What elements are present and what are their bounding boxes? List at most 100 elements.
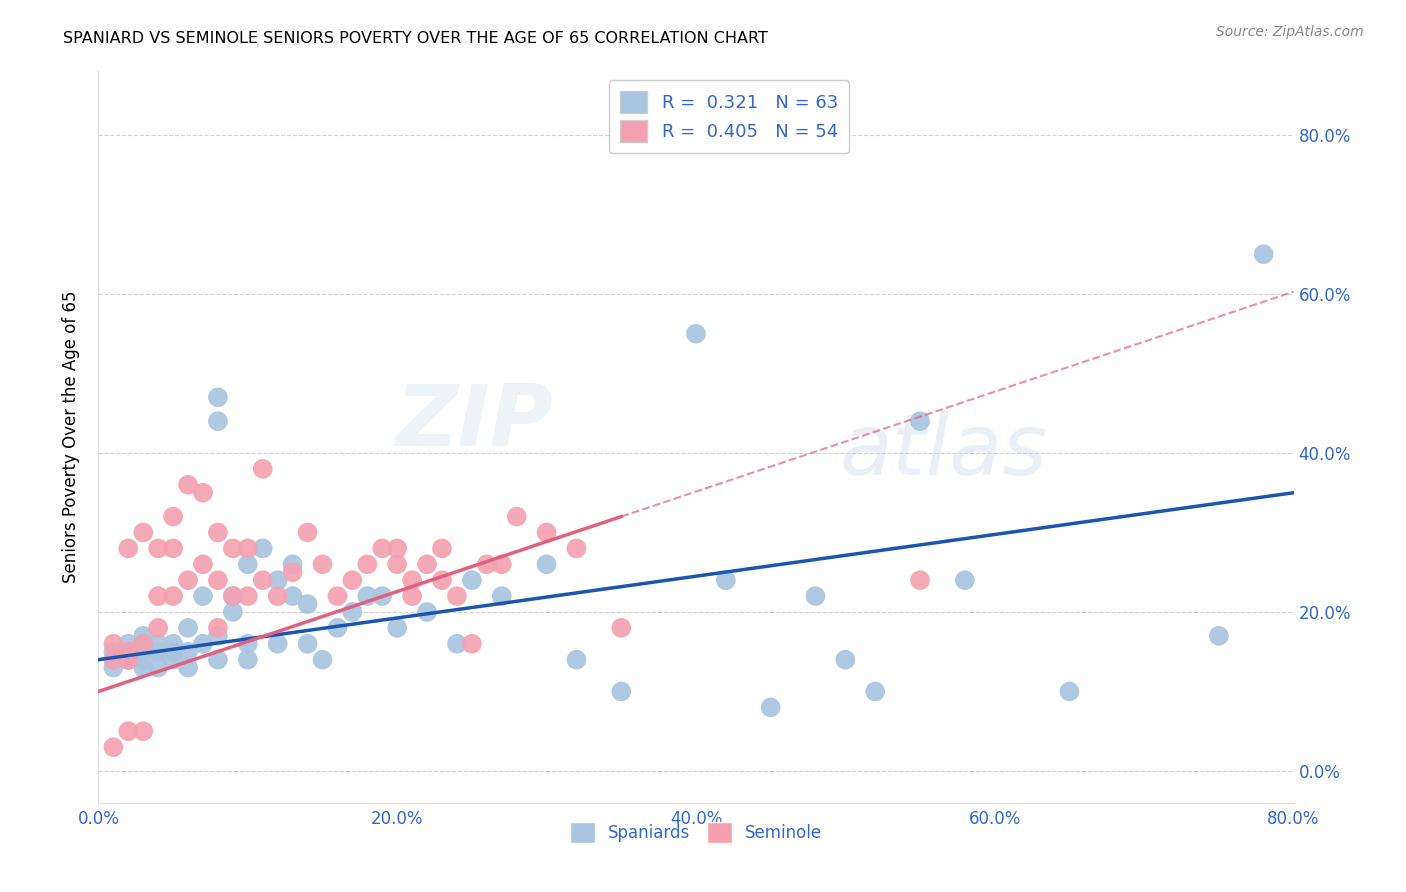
Point: [207, 621, 229, 635]
Point: [117, 645, 139, 659]
Point: [236, 589, 259, 603]
Point: [416, 605, 439, 619]
Point: [446, 637, 468, 651]
Point: [401, 589, 423, 603]
Point: [252, 541, 274, 556]
Point: [117, 653, 139, 667]
Point: [685, 326, 707, 341]
Point: [191, 589, 214, 603]
Point: [371, 541, 394, 556]
Point: [103, 637, 125, 651]
Point: [177, 660, 200, 674]
Point: [385, 621, 409, 635]
Point: [162, 541, 184, 556]
Point: [132, 629, 155, 643]
Point: [148, 637, 170, 651]
Point: [267, 589, 290, 603]
Point: [491, 589, 513, 603]
Point: [311, 558, 333, 572]
Point: [207, 525, 229, 540]
Point: [207, 414, 229, 428]
Point: [117, 724, 139, 739]
Point: [132, 653, 155, 667]
Point: [148, 541, 170, 556]
Point: [222, 541, 245, 556]
Point: [117, 541, 139, 556]
Text: SPANIARD VS SEMINOLE SENIORS POVERTY OVER THE AGE OF 65 CORRELATION CHART: SPANIARD VS SEMINOLE SENIORS POVERTY OVE…: [63, 31, 768, 46]
Point: [834, 653, 856, 667]
Point: [132, 660, 155, 674]
Point: [536, 525, 558, 540]
Point: [281, 566, 304, 580]
Point: [506, 509, 529, 524]
Point: [430, 573, 453, 587]
Point: [132, 525, 155, 540]
Point: [281, 558, 304, 572]
Point: [267, 637, 290, 651]
Point: [103, 740, 125, 755]
Point: [1208, 629, 1230, 643]
Point: [132, 724, 155, 739]
Point: [207, 653, 229, 667]
Point: [416, 558, 439, 572]
Point: [162, 589, 184, 603]
Text: atlas: atlas: [839, 410, 1047, 493]
Point: [103, 660, 125, 674]
Point: [177, 645, 200, 659]
Point: [714, 573, 737, 587]
Point: [356, 589, 378, 603]
Point: [148, 621, 170, 635]
Text: Source: ZipAtlas.com: Source: ZipAtlas.com: [1216, 25, 1364, 39]
Point: [804, 589, 827, 603]
Point: [252, 462, 274, 476]
Point: [446, 589, 468, 603]
Point: [117, 645, 139, 659]
Point: [177, 621, 200, 635]
Legend: Spaniards, Seminole: Spaniards, Seminole: [562, 815, 830, 849]
Point: [1059, 684, 1081, 698]
Point: [207, 573, 229, 587]
Point: [177, 477, 200, 491]
Point: [117, 653, 139, 667]
Point: [565, 541, 588, 556]
Point: [342, 573, 364, 587]
Point: [1253, 247, 1275, 261]
Point: [610, 621, 633, 635]
Point: [162, 645, 184, 659]
Point: [401, 573, 423, 587]
Point: [103, 653, 125, 667]
Point: [326, 621, 349, 635]
Point: [117, 653, 139, 667]
Point: [865, 684, 887, 698]
Point: [148, 645, 170, 659]
Point: [191, 637, 214, 651]
Point: [281, 589, 304, 603]
Point: [371, 589, 394, 603]
Point: [297, 525, 319, 540]
Point: [222, 605, 245, 619]
Point: [475, 558, 498, 572]
Point: [342, 605, 364, 619]
Point: [236, 637, 259, 651]
Point: [207, 390, 229, 404]
Point: [117, 653, 139, 667]
Point: [267, 573, 290, 587]
Point: [908, 573, 931, 587]
Point: [148, 660, 170, 674]
Point: [311, 653, 333, 667]
Point: [252, 573, 274, 587]
Point: [908, 414, 931, 428]
Point: [132, 637, 155, 651]
Text: ZIP: ZIP: [395, 381, 553, 464]
Point: [207, 629, 229, 643]
Point: [297, 637, 319, 651]
Point: [236, 653, 259, 667]
Point: [222, 589, 245, 603]
Point: [385, 558, 409, 572]
Point: [953, 573, 976, 587]
Point: [461, 573, 484, 587]
Point: [356, 558, 378, 572]
Point: [461, 637, 484, 651]
Point: [565, 653, 588, 667]
Point: [491, 558, 513, 572]
